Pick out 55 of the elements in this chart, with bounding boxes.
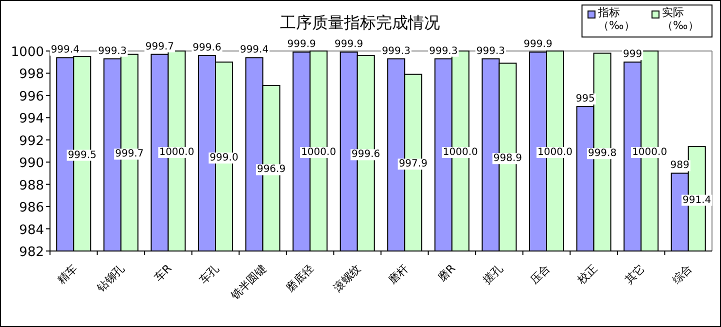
data-label: 996.9: [256, 164, 286, 176]
data-label: 999.7: [115, 148, 144, 160]
data-label: 999.7: [145, 41, 174, 52]
x-tick-label: 精车: [55, 262, 80, 287]
data-label: 991.4: [682, 194, 712, 206]
y-tick-label: 996: [19, 89, 44, 104]
x-tick-label: 磨R: [436, 262, 458, 284]
data-label: 999.9: [524, 39, 552, 50]
x-tick-label: 压合: [528, 262, 553, 287]
data-label: 998.9: [493, 153, 522, 164]
y-tick-label: 992: [19, 134, 44, 149]
data-label: 999.9: [287, 39, 316, 50]
data-label: 999.3: [429, 46, 458, 57]
data-label: 999.3: [382, 46, 410, 57]
x-tick-label: 搓孔: [480, 262, 506, 287]
y-tick-label: 988: [19, 178, 44, 194]
y-tick-label: 1000: [10, 45, 44, 60]
x-tick-label: 校正: [574, 262, 600, 288]
data-label: 999.6: [192, 42, 222, 54]
x-tick-label: 磨底径: [284, 262, 316, 294]
y-tick-label: 982: [19, 245, 44, 260]
x-tick-label: 车R: [152, 262, 175, 284]
y-tick-label: 998: [19, 67, 44, 82]
legend-label: 实际（‰）: [662, 6, 699, 32]
data-label: 999.9: [334, 39, 364, 50]
data-label: 1000.0: [301, 147, 336, 158]
data-label: 999.4: [50, 44, 80, 56]
y-tick-label: 984: [19, 222, 44, 238]
x-tick-label: 其它: [622, 262, 648, 287]
x-tick-label: 车孔: [196, 262, 222, 287]
data-label: 999: [623, 49, 642, 60]
data-label: 999.3: [476, 46, 506, 57]
data-label: 1000.0: [159, 147, 194, 158]
data-label: 995: [576, 94, 595, 105]
data-label: 1000.0: [538, 147, 572, 158]
x-tick-label: 铣半圆键: [228, 262, 269, 303]
data-label: 999.4: [240, 44, 269, 56]
y-tick-label: 986: [19, 200, 44, 216]
y-tick-label: 990: [19, 156, 44, 172]
data-label: 989: [670, 160, 690, 172]
x-tick-label: 综合: [670, 262, 694, 287]
x-tick-label: 滚螺纹: [330, 262, 364, 294]
data-label: 999.5: [68, 150, 96, 161]
data-label: 999.8: [588, 148, 617, 160]
y-tick-label: 994: [19, 112, 44, 127]
data-label: 1000.0: [632, 147, 668, 158]
x-tick-label: 钻铆孔: [94, 262, 128, 296]
data-label: 999.6: [352, 149, 380, 160]
data-label: 999.3: [98, 46, 127, 57]
chart-title: 工序质量指标完成情况: [280, 13, 440, 32]
legend-label: 指标（‰）: [598, 6, 635, 32]
x-tick-label: 磨杆: [386, 262, 411, 287]
data-label: 1000.0: [442, 147, 478, 158]
data-label: 999.0: [210, 152, 238, 164]
data-label: 997.9: [398, 158, 428, 170]
